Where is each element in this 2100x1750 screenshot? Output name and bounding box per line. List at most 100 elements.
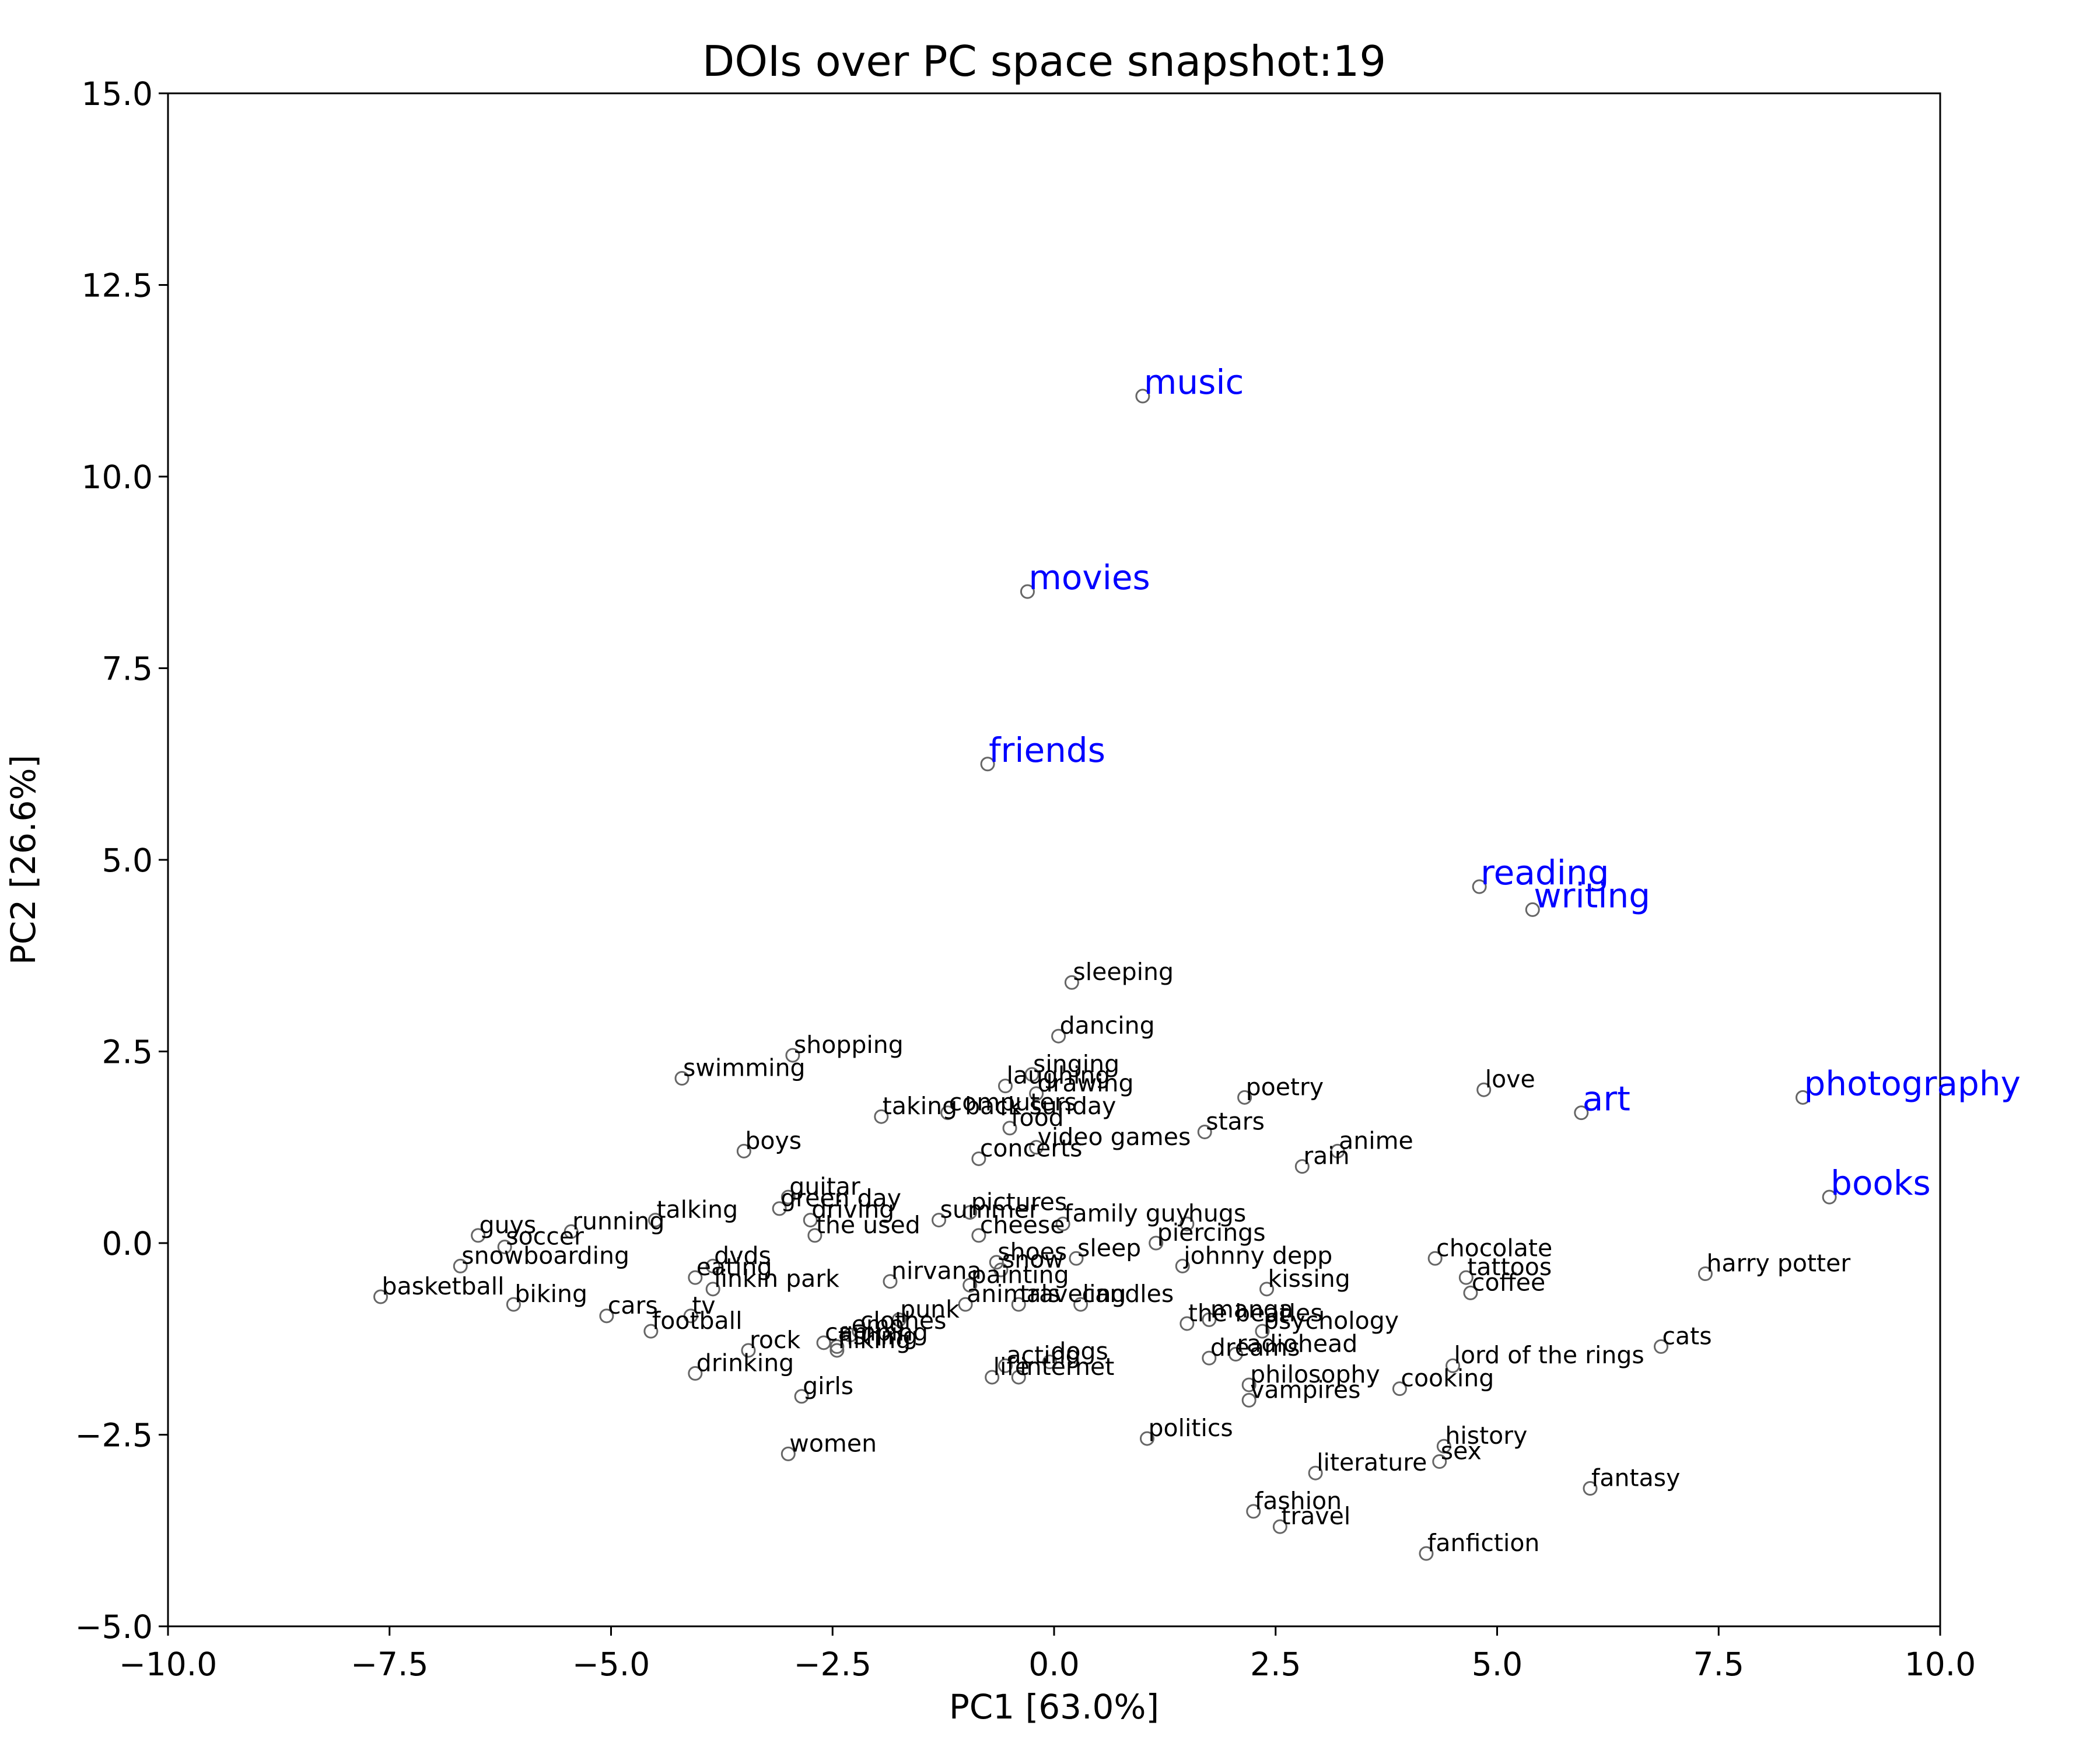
point-label-driving: driving	[811, 1196, 894, 1224]
point-movies	[1020, 584, 1035, 599]
point-label-food: food	[1011, 1104, 1064, 1132]
point-label-cars: cars	[608, 1292, 658, 1320]
point-label-dancing: dancing	[1060, 1012, 1155, 1040]
point-label-video-games: video games	[1038, 1123, 1191, 1151]
point-internet	[1011, 1370, 1026, 1385]
point-painting	[963, 1278, 978, 1293]
point-label-tattoos: tattoos	[1467, 1253, 1552, 1281]
point-label-pictures: pictures	[971, 1188, 1068, 1216]
point-talking	[648, 1213, 663, 1228]
x-tick-label: −7.5	[351, 1646, 429, 1683]
point-travel	[1272, 1519, 1287, 1534]
point-traveling	[1011, 1297, 1026, 1312]
point-computers	[940, 1105, 956, 1121]
point-label-computers: computers	[949, 1088, 1077, 1116]
point-label-writing: writing	[1534, 876, 1650, 915]
point-label-fashion: fashion	[1255, 1487, 1342, 1515]
point-label-summer: summer	[940, 1196, 1039, 1224]
y-tick-label: 15.0	[82, 75, 153, 113]
point-label-snowboarding: snowboarding	[461, 1241, 629, 1269]
point-label-cooking: cooking	[1401, 1364, 1494, 1392]
point-label-fishing: fishing	[838, 1322, 918, 1350]
point-fashion	[1246, 1504, 1261, 1519]
point-snow	[993, 1262, 1009, 1278]
point-philosophy	[1241, 1377, 1256, 1392]
point-label-lord-of-the-rings: lord of the rings	[1454, 1341, 1644, 1369]
point-label-history: history	[1445, 1422, 1527, 1450]
point-label-girls: girls	[803, 1372, 853, 1400]
point-label-sleeping: sleeping	[1073, 958, 1174, 986]
point-label-the-beatles: the beatles	[1188, 1299, 1323, 1327]
points-layer	[373, 388, 1837, 1561]
point-driving	[803, 1213, 818, 1228]
point-clothes	[852, 1324, 867, 1339]
point-history	[1436, 1438, 1451, 1454]
point-vampires	[1241, 1392, 1256, 1408]
point-love	[1476, 1082, 1492, 1097]
point-label-coffee: coffee	[1472, 1268, 1545, 1296]
y-tick-label: 7.5	[102, 650, 153, 688]
point-linkin-park	[705, 1282, 720, 1297]
point-emo	[843, 1328, 858, 1343]
y-axis: −5.0 −2.5 0.0 2.5 5.0 7.5 10.0 12.5 15.0	[75, 75, 168, 1646]
point-label-snow: snow	[1002, 1245, 1064, 1273]
x-tick-label: 2.5	[1250, 1646, 1301, 1683]
point-label-rock: rock	[750, 1326, 801, 1354]
point-label-cheese: cheese	[980, 1211, 1065, 1239]
point-sleeping	[1064, 975, 1079, 990]
point-label-dreams: dreams	[1210, 1334, 1300, 1362]
point-tv	[683, 1308, 698, 1324]
point-label-boys: boys	[745, 1126, 802, 1154]
point-label-radiohead: radiohead	[1237, 1330, 1357, 1358]
point-fantasy	[1583, 1480, 1598, 1496]
point-guys	[471, 1228, 486, 1243]
x-tick-label: 7.5	[1693, 1646, 1744, 1683]
point-coffee	[1463, 1285, 1478, 1300]
x-tick-label: −5.0	[572, 1646, 650, 1683]
point-label-johnny-depp: johnny depp	[1183, 1241, 1332, 1269]
point-label-fantasy: fantasy	[1591, 1464, 1680, 1492]
point-label-clothes: clothes	[860, 1307, 947, 1335]
point-label-acting: acting	[1006, 1341, 1080, 1369]
point-chocolate	[1427, 1251, 1443, 1266]
point-label-shoes: shoes	[998, 1238, 1067, 1266]
point-books	[1822, 1189, 1837, 1205]
point-reading	[1472, 879, 1487, 894]
point-label-sleep: sleep	[1077, 1234, 1141, 1262]
point-art	[1574, 1105, 1589, 1121]
point-biking	[506, 1297, 521, 1312]
point-candles	[1073, 1297, 1088, 1312]
point-label-vampires: vampires	[1250, 1376, 1360, 1404]
point-anime	[1330, 1143, 1345, 1158]
point-animals	[958, 1297, 973, 1312]
point-label-travel: travel	[1281, 1502, 1350, 1530]
point-label-camping: camping	[825, 1318, 928, 1346]
point-label-laughing: laughing	[1006, 1062, 1110, 1090]
point-label-sex: sex	[1441, 1437, 1482, 1465]
point-label-linkin-park: linkin park	[714, 1265, 839, 1293]
x-tick-label: −2.5	[793, 1646, 872, 1683]
point-literature	[1308, 1465, 1323, 1480]
point-label-friends: friends	[989, 730, 1105, 770]
point-label-life: life	[993, 1353, 1030, 1381]
point-cooking	[1392, 1381, 1407, 1396]
point-label-literature: literature	[1317, 1448, 1427, 1476]
point-label-psychology: psychology	[1264, 1307, 1399, 1335]
x-tick-label: 10.0	[1905, 1646, 1976, 1683]
point-poetry	[1237, 1090, 1252, 1105]
point-green-day	[772, 1201, 787, 1216]
point-label-traveling: traveling	[1020, 1280, 1126, 1308]
x-axis: −10.0 −7.5 −5.0 −2.5 0.0 2.5 5.0 7.5 10.0	[119, 1626, 1976, 1683]
point-sex	[1432, 1454, 1447, 1469]
point-shopping	[785, 1048, 800, 1063]
point-rock	[741, 1343, 756, 1358]
point-label-art: art	[1583, 1079, 1630, 1119]
point-label-family-guy: family guy	[1064, 1199, 1190, 1227]
point-hugs	[1180, 1216, 1195, 1231]
point-family-guy	[1055, 1216, 1070, 1231]
x-tick-label: 0.0	[1028, 1646, 1079, 1683]
point-acting	[998, 1358, 1013, 1373]
point-fishing	[830, 1339, 845, 1354]
point-label-reading: reading	[1480, 853, 1609, 892]
point-label-drawing: drawing	[1038, 1069, 1134, 1097]
